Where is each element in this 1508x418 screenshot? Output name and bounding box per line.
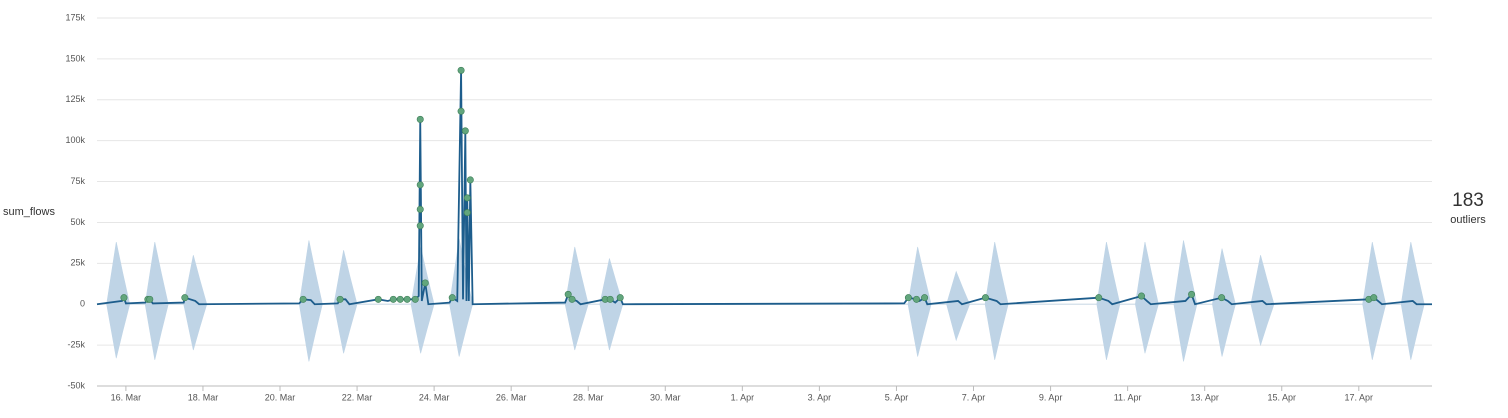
- x-tick-label: 26. Mar: [496, 392, 527, 402]
- outlier-point: [1370, 294, 1378, 302]
- outlier-point: [1218, 294, 1226, 302]
- outlier-point: [1095, 294, 1103, 302]
- x-tick-label: 1. Apr: [731, 392, 755, 402]
- outlier-point: [463, 194, 471, 202]
- x-tick-label: 15. Apr: [1267, 392, 1296, 402]
- outlier-point: [181, 294, 189, 302]
- outlier-point: [416, 222, 424, 230]
- y-tick-label: 100k: [65, 135, 85, 145]
- outlier-point: [299, 295, 307, 303]
- outlier-point: [146, 295, 154, 303]
- y-tick-label: 25k: [70, 258, 85, 268]
- x-tick-label: 24. Mar: [419, 392, 450, 402]
- x-tick-label: 13. Apr: [1190, 392, 1219, 402]
- x-tick-label: 17. Apr: [1345, 392, 1374, 402]
- outlier-point: [616, 294, 624, 302]
- x-tick-label: 11. Apr: [1114, 392, 1142, 402]
- x-tick-label: 3. Apr: [808, 392, 832, 402]
- outlier-point: [904, 294, 912, 302]
- y-tick-label: 50k: [70, 217, 85, 227]
- outlier-point: [389, 295, 397, 303]
- y-tick-label: 125k: [65, 94, 85, 104]
- band-upper: [106, 238, 1425, 305]
- x-tick-label: 28. Mar: [573, 392, 604, 402]
- outlier-point: [466, 176, 474, 184]
- y-tick-label: 175k: [65, 12, 85, 22]
- x-tick-label: 20. Mar: [265, 392, 296, 402]
- outlier-point: [403, 295, 411, 303]
- outlier-point: [461, 127, 469, 135]
- outlier-point: [448, 294, 456, 302]
- x-tick-label: 16. Mar: [111, 392, 142, 402]
- y-tick-label: -25k: [67, 339, 85, 349]
- outlier-point: [606, 295, 614, 303]
- band-lower: [106, 303, 1425, 362]
- y-tick-label: 150k: [65, 53, 85, 63]
- outlier-point: [912, 295, 920, 303]
- x-tick-label: 30. Mar: [650, 392, 681, 402]
- x-tick-label: 22. Mar: [342, 392, 373, 402]
- y-tick-label: 75k: [70, 176, 85, 186]
- x-tick-label: 18. Mar: [188, 392, 219, 402]
- outlier-point: [416, 115, 424, 123]
- outlier-point: [416, 181, 424, 189]
- y-axis-label: sum_flows: [3, 206, 55, 218]
- series-line: [96, 70, 1432, 306]
- outlier-point: [463, 209, 471, 217]
- y-tick-label: 0: [80, 299, 85, 309]
- outlier-point: [457, 66, 465, 74]
- outlier-point: [457, 107, 465, 115]
- y-tick-label: -50k: [67, 380, 85, 390]
- outlier-point: [416, 205, 424, 213]
- x-tick-label: 9. Apr: [1039, 392, 1063, 402]
- x-tick-label: 5. Apr: [885, 392, 909, 402]
- outlier-count: 183: [1452, 190, 1484, 211]
- outlier-point: [421, 279, 429, 287]
- outlier-point: [374, 295, 382, 303]
- outlier-point: [396, 295, 404, 303]
- outlier-point: [336, 295, 344, 303]
- outlier-caption: outliers: [1450, 214, 1486, 226]
- outlier-point: [921, 294, 929, 302]
- outlier-point: [1137, 292, 1145, 300]
- outlier-point: [411, 295, 419, 303]
- outlier-point: [564, 290, 572, 298]
- outlier-point: [120, 294, 128, 302]
- outlier-point: [981, 294, 989, 302]
- x-tick-label: 7. Apr: [962, 392, 986, 402]
- outlier-point: [568, 295, 576, 303]
- outlier-point: [1188, 290, 1196, 298]
